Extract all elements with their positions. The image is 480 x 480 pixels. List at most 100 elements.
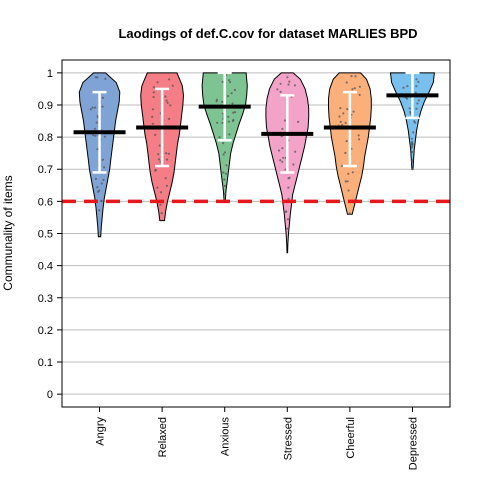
data-point xyxy=(96,148,99,151)
x-tick-label-depressed: Depressed xyxy=(408,417,420,470)
violins xyxy=(73,71,439,254)
data-point xyxy=(157,153,160,156)
data-point xyxy=(224,172,228,175)
data-point xyxy=(222,153,225,156)
data-point xyxy=(417,80,420,83)
data-point xyxy=(223,178,226,181)
data-point xyxy=(227,79,231,82)
data-point xyxy=(406,85,409,88)
data-point xyxy=(221,100,224,103)
violin-stressed xyxy=(261,72,314,254)
data-point xyxy=(405,97,408,100)
data-point xyxy=(410,137,413,140)
data-point xyxy=(410,146,413,149)
violin-depressed xyxy=(386,71,439,171)
data-point xyxy=(292,163,295,166)
data-point xyxy=(277,149,281,152)
data-point xyxy=(286,227,289,230)
data-point xyxy=(341,164,344,167)
data-point xyxy=(279,90,282,93)
data-point xyxy=(215,98,218,101)
data-point xyxy=(89,108,92,111)
x-tick-label-anxious: Anxious xyxy=(220,417,232,457)
data-point xyxy=(160,212,163,215)
data-point xyxy=(96,114,99,117)
data-point xyxy=(346,108,349,111)
y-tick-label: 0.9 xyxy=(38,100,53,112)
data-point xyxy=(297,120,300,123)
violin-relaxed xyxy=(136,72,189,222)
x-tick-label-stressed: Stressed xyxy=(282,417,294,460)
data-point xyxy=(165,152,168,155)
data-point xyxy=(287,197,290,200)
data-point xyxy=(91,106,94,109)
data-point xyxy=(227,120,230,123)
data-point xyxy=(352,110,355,113)
data-point xyxy=(223,184,226,187)
data-point xyxy=(171,84,174,87)
data-point xyxy=(347,189,350,192)
x-tick-label-angry: Angry xyxy=(95,417,107,446)
data-point xyxy=(232,111,235,114)
data-point xyxy=(96,186,99,189)
data-point xyxy=(96,76,99,79)
data-point xyxy=(223,151,226,154)
data-point xyxy=(94,134,97,137)
data-point xyxy=(342,112,345,115)
data-point xyxy=(286,76,289,79)
y-tick-label: 0.1 xyxy=(38,357,53,369)
data-point xyxy=(282,156,285,159)
y-tick-label: 1 xyxy=(47,68,53,80)
data-point xyxy=(351,171,354,174)
data-point xyxy=(165,184,168,187)
data-point xyxy=(414,91,417,94)
data-point xyxy=(276,88,279,91)
data-point xyxy=(411,143,414,146)
data-point xyxy=(101,158,104,161)
data-point xyxy=(93,127,97,130)
data-point xyxy=(288,80,291,83)
data-point xyxy=(348,212,351,215)
data-point xyxy=(164,95,167,98)
data-point xyxy=(358,85,361,88)
data-point xyxy=(344,151,347,155)
data-points xyxy=(151,78,174,215)
data-point xyxy=(151,108,154,111)
violin-angry xyxy=(73,72,126,238)
grid-lines xyxy=(62,72,450,395)
data-point xyxy=(158,144,161,147)
data-point xyxy=(98,189,101,192)
data-point xyxy=(225,164,228,167)
data-point xyxy=(354,75,357,78)
data-point xyxy=(286,218,290,221)
y-tick-label: 0.7 xyxy=(38,164,53,176)
data-point xyxy=(156,81,159,84)
y-tick-label: 0.3 xyxy=(38,293,53,305)
data-point xyxy=(281,147,284,150)
data-point xyxy=(169,104,172,107)
data-point xyxy=(222,142,225,145)
x-tick-label-relaxed: Relaxed xyxy=(157,417,169,457)
data-point xyxy=(345,140,348,143)
data-point xyxy=(357,134,360,137)
data-point xyxy=(344,180,347,183)
data-point xyxy=(412,131,415,134)
data-point xyxy=(158,158,161,161)
data-point xyxy=(279,82,282,85)
data-point xyxy=(216,121,219,124)
data-point xyxy=(104,77,107,80)
y-axis: 0 0.1 0.2 0.3 0.4 0.5 0.6 0.7 0.8 0.9 1 xyxy=(38,68,62,401)
data-point xyxy=(346,180,349,183)
y-tick-label: 0.8 xyxy=(38,132,53,144)
data-point xyxy=(222,171,225,174)
data-point xyxy=(154,133,157,136)
data-point xyxy=(152,86,156,89)
data-point xyxy=(411,168,414,171)
y-tick-label: 0.2 xyxy=(38,325,53,337)
data-point xyxy=(166,158,169,161)
data-point xyxy=(92,134,95,137)
data-point xyxy=(101,105,104,108)
data-point xyxy=(281,160,284,163)
data-point xyxy=(168,78,171,81)
